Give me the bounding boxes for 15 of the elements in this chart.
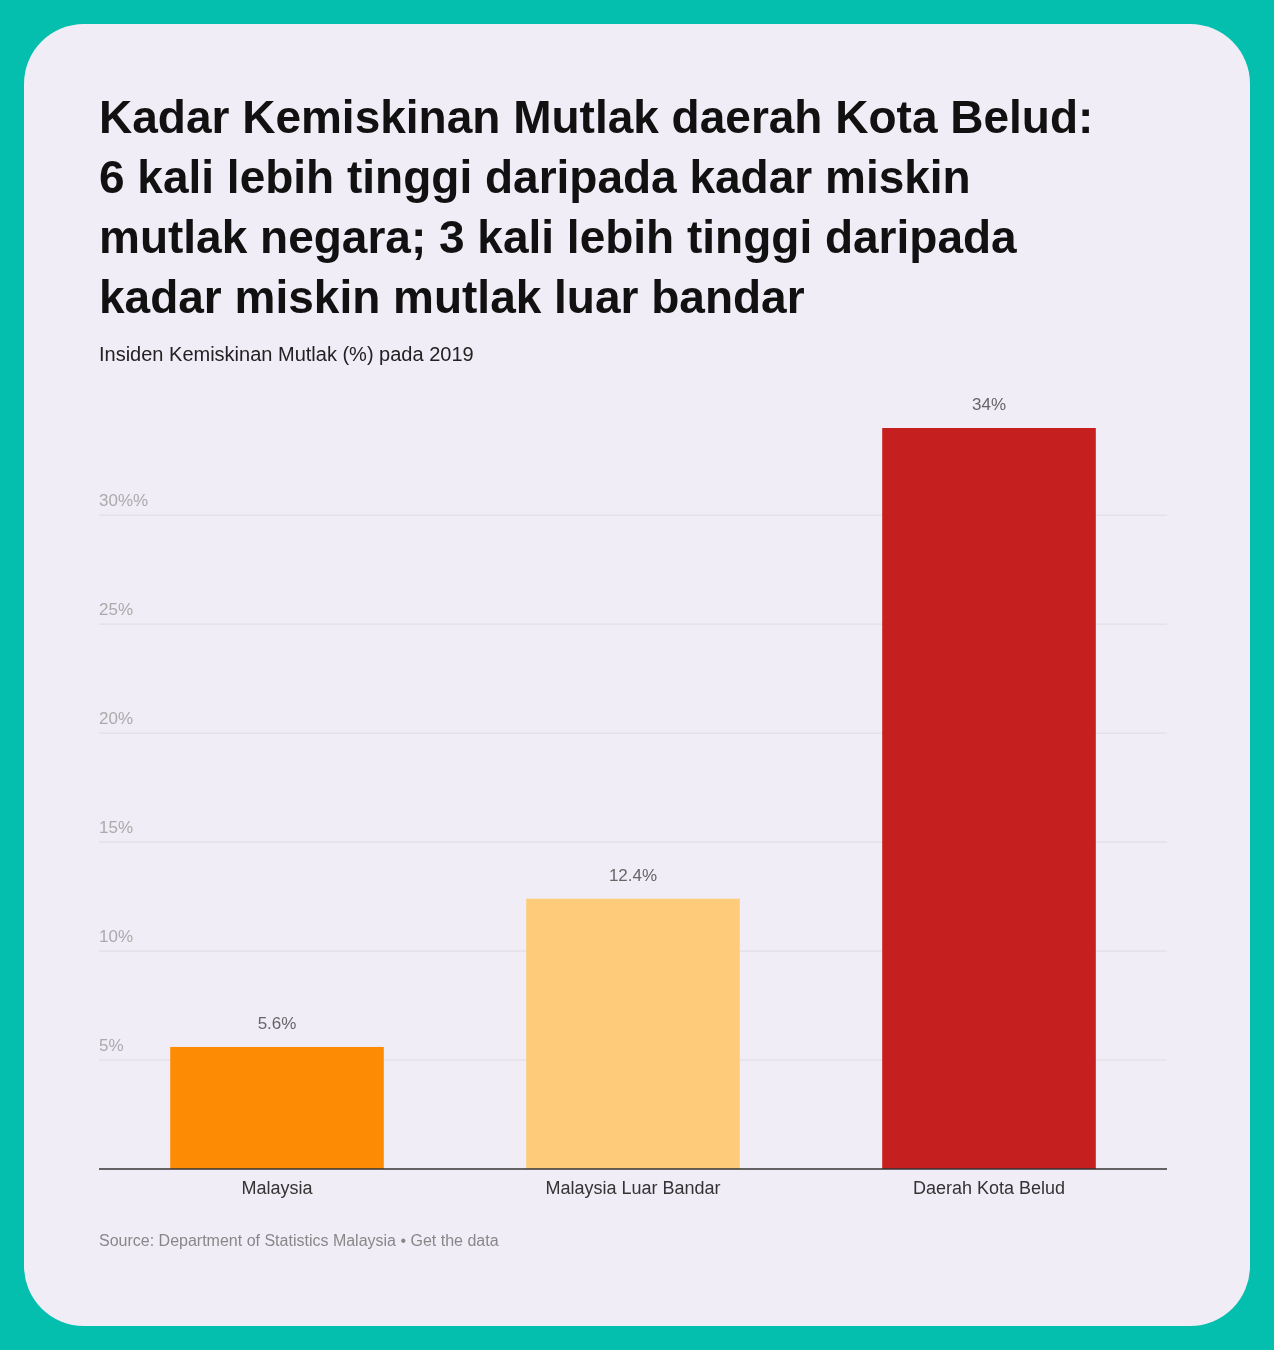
y-tick-label: 25% [99,600,134,620]
y-tick-label: 5% [99,1036,124,1056]
x-tick-label: Daerah Kota Belud [912,1178,1066,1198]
y-tick-label: 15% [99,818,134,838]
chart-title: Kadar Kemiskinan Mutlak daerah Kota Belud: 6 kali lebih tinggi daripada kadar miskin mutlak negara; 3 kali lebih tinggi daripada kadar miskin mutlak luar bandar [99,91,1094,323]
data-label: 5.6% [257,1013,297,1033]
chart-subtitle: Insiden Kemiskinan Mutlak (%) pada 2019 [99,343,474,365]
y-tick-label: 20% [99,709,134,729]
x-tick-label: Malaysia [241,1178,314,1198]
x-tick-label: Malaysia Luar Bandar [545,1178,721,1198]
y-tick-label: 10% [99,927,134,947]
source-note: Source: Department of Statistics Malaysia • Get the data [99,1232,499,1249]
y-tick-label: 30%% [99,491,149,511]
data-label: 34% [971,395,1007,414]
data-label: 12.4% [608,865,658,885]
